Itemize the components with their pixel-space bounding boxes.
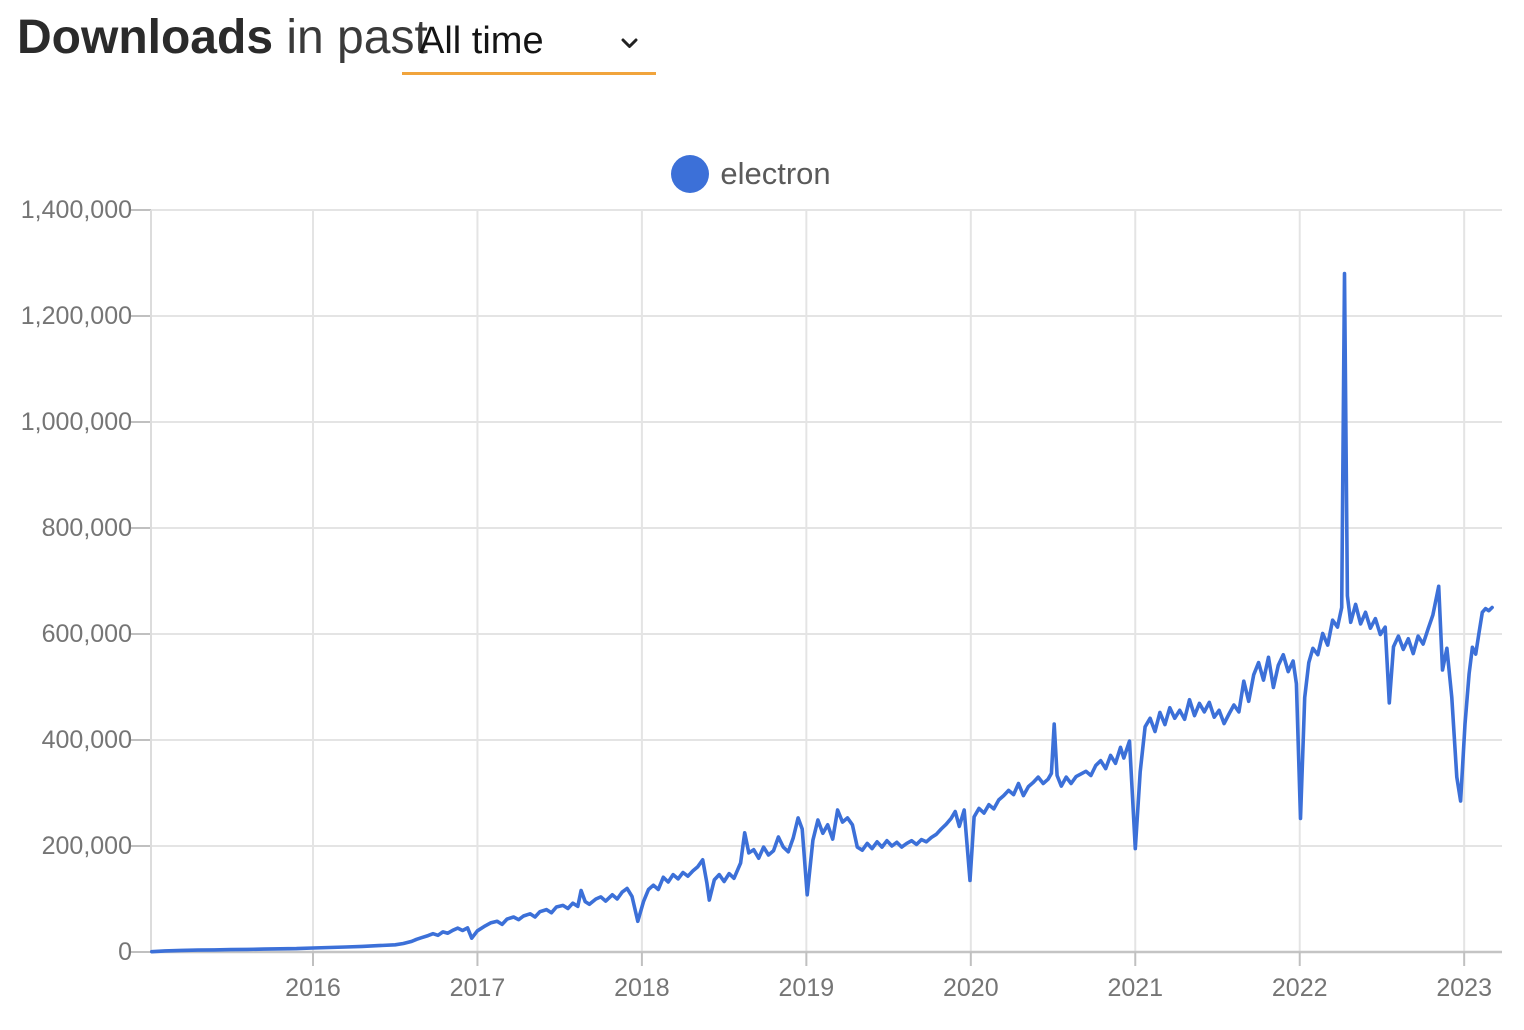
title-in-past: in past xyxy=(286,11,428,64)
x-tick-label: 2016 xyxy=(285,974,341,1002)
y-tick-label: 800,000 xyxy=(42,514,132,542)
y-tick-label: 1,000,000 xyxy=(21,408,132,436)
legend-item-electron[interactable]: electron xyxy=(671,155,831,193)
y-tick-label: 200,000 xyxy=(42,832,132,860)
x-tick-label: 2020 xyxy=(943,974,999,1002)
tick-labels: 0 200,000 400,000 600,000 800,000 1,000,000 1,… xyxy=(21,196,1492,1002)
chart-legend: electron xyxy=(0,155,1513,193)
y-tick-label: 600,000 xyxy=(42,620,132,648)
x-tick-label: 2019 xyxy=(779,974,835,1002)
page-title: Downloads in past xyxy=(17,10,428,66)
y-tick-label: 1,400,000 xyxy=(21,196,132,224)
horizontal-gridlines xyxy=(151,209,1502,847)
legend-color-dot xyxy=(671,155,710,193)
axes xyxy=(131,209,1502,966)
x-tick-label: 2023 xyxy=(1436,974,1492,1002)
x-tick-label: 2022 xyxy=(1272,974,1328,1002)
x-tick-label: 2017 xyxy=(450,974,506,1002)
y-tick-label: 1,200,000 xyxy=(21,302,132,330)
y-tick-label: 400,000 xyxy=(42,726,132,754)
vertical-gridlines xyxy=(311,210,1466,952)
time-range-dropdown[interactable]: All time xyxy=(402,8,656,75)
x-tick-label: 2018 xyxy=(614,974,670,1002)
legend-label: electron xyxy=(720,156,831,191)
time-range-value: All time xyxy=(419,20,544,62)
title-downloads: Downloads xyxy=(17,11,274,64)
series-line-electron xyxy=(150,271,1494,954)
x-tick-label: 2021 xyxy=(1107,974,1163,1002)
y-tick-label: 0 xyxy=(118,938,132,966)
chevron-down-icon xyxy=(621,36,638,48)
